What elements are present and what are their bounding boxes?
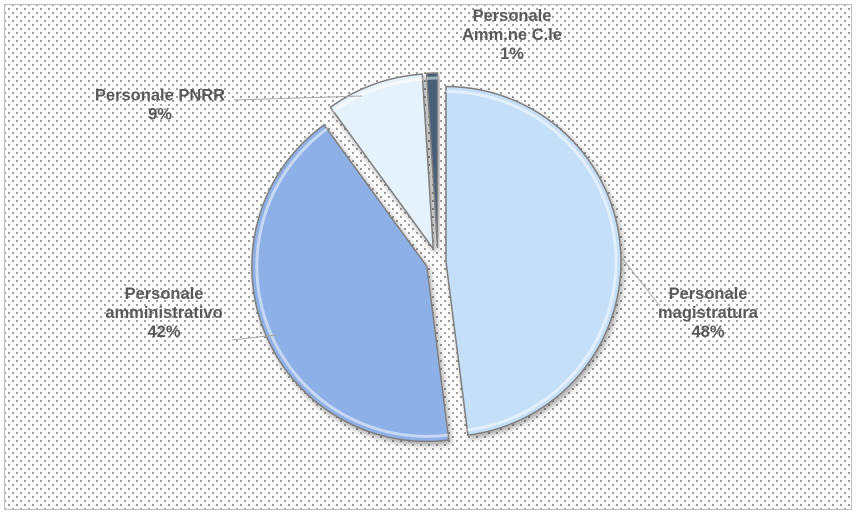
pie-slices	[251, 72, 622, 443]
pie-slice-bevel	[332, 77, 423, 113]
pie-slice-bevel	[255, 127, 449, 438]
leader-line	[233, 95, 363, 101]
slice-label: Personale amministrativo 42%	[105, 285, 222, 341]
slice-labels: Personale magistratura 48% Personale amminis…	[95, 7, 759, 341]
leader-line	[231, 334, 277, 341]
slice-label: Personale PNRR 9%	[95, 87, 225, 124]
pie-slice-bevel	[445, 89, 618, 432]
slice-label: Personale magistratura 48%	[658, 285, 759, 341]
pie-slice	[425, 72, 439, 249]
slice-label: Personale Amm.ne C.le 1%	[462, 7, 562, 63]
leader-lines	[231, 95, 661, 341]
pie-slice	[251, 123, 450, 443]
pie-slice	[445, 85, 622, 436]
leader-line	[621, 257, 661, 307]
pie-slice	[329, 73, 435, 252]
